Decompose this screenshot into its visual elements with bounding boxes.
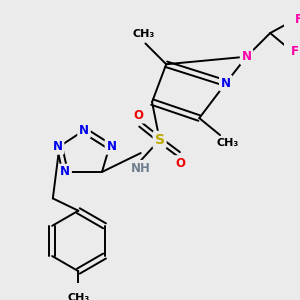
Text: CH₃: CH₃ (67, 292, 89, 300)
Text: F: F (291, 46, 299, 59)
Text: O: O (134, 109, 144, 122)
Text: CH₃: CH₃ (132, 29, 155, 39)
Text: N: N (79, 124, 89, 137)
Text: S: S (154, 133, 165, 147)
Text: N: N (221, 76, 231, 90)
Text: N: N (52, 140, 63, 153)
Text: N: N (106, 140, 116, 153)
Text: O: O (176, 157, 185, 170)
Text: F: F (295, 13, 300, 26)
Text: CH₃: CH₃ (217, 138, 239, 148)
Text: NH: NH (131, 162, 151, 175)
Text: N: N (242, 50, 251, 63)
Text: N: N (60, 166, 70, 178)
